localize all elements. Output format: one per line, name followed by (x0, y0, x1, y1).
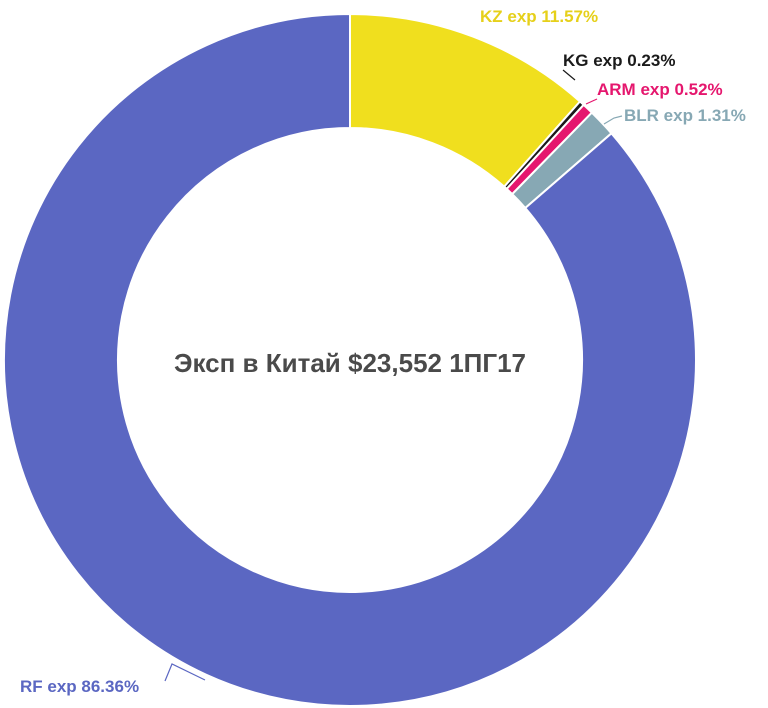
label-leader-lines (164, 69, 623, 682)
donut-slices (3, 12, 697, 707)
donut-slice (3, 12, 697, 707)
slice-labels: KZ exp 11.57% KG exp 0.23% ARM exp 0.52% BL… (20, 7, 746, 696)
slice-label: KZ exp 11.57% (480, 7, 598, 26)
slice-label: ARM exp 0.52% (597, 80, 723, 99)
slice-label: KG exp 0.23% (563, 51, 675, 70)
slice-label: RF exp 86.36% (20, 677, 139, 696)
slice-label: BLR exp 1.31% (624, 106, 746, 125)
leader-line (585, 98, 598, 105)
chart-title: Эксп в Китай $23,552 1ПГ17 (174, 348, 526, 378)
leader-line (562, 69, 576, 81)
leader-line (164, 663, 206, 682)
leader-line (603, 115, 623, 125)
